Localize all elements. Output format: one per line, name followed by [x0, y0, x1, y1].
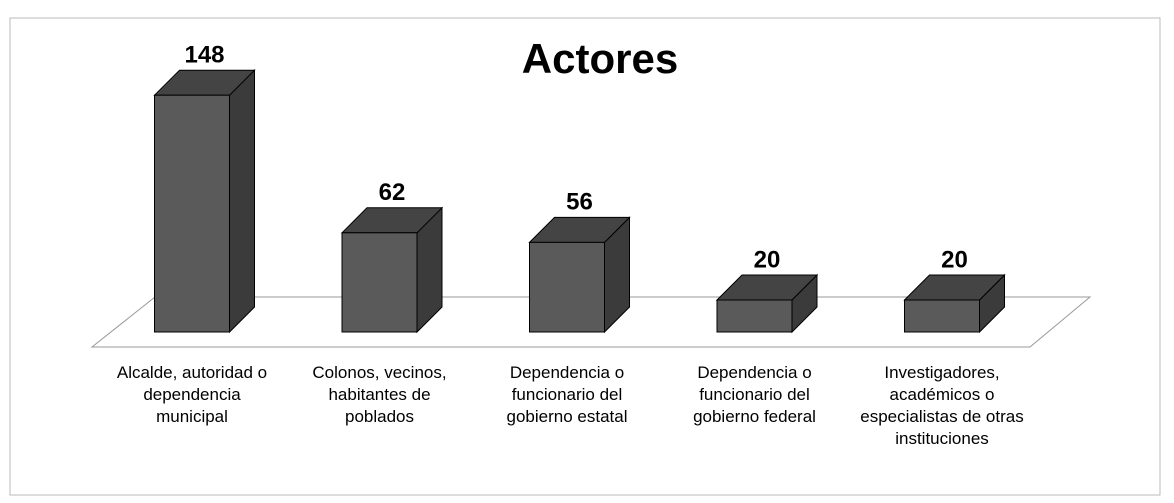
bar [716, 299, 793, 333]
data-label: 62 [379, 179, 406, 206]
data-label: 20 [941, 246, 968, 273]
data-label: 20 [754, 246, 781, 273]
x-tick-label: Dependencia o funcionario del gobierno e… [506, 363, 628, 426]
x-tick-label: Alcalde, autoridad o dependencia municip… [116, 363, 268, 426]
bar [529, 241, 605, 333]
chart-title: Actores [522, 35, 678, 82]
x-tick-label: Investigadores, académicos o especialist… [860, 363, 1024, 448]
data-label: 56 [566, 189, 593, 216]
x-tick-label: Dependencia o funcionario del gobierno f… [693, 363, 816, 426]
data-label: 148 [184, 42, 224, 69]
x-tick-label: Colonos, vecinos, habitantes de poblados [312, 363, 447, 426]
bar [341, 232, 418, 333]
bar [154, 94, 230, 333]
bar-side [229, 68, 255, 334]
bar [904, 299, 980, 333]
